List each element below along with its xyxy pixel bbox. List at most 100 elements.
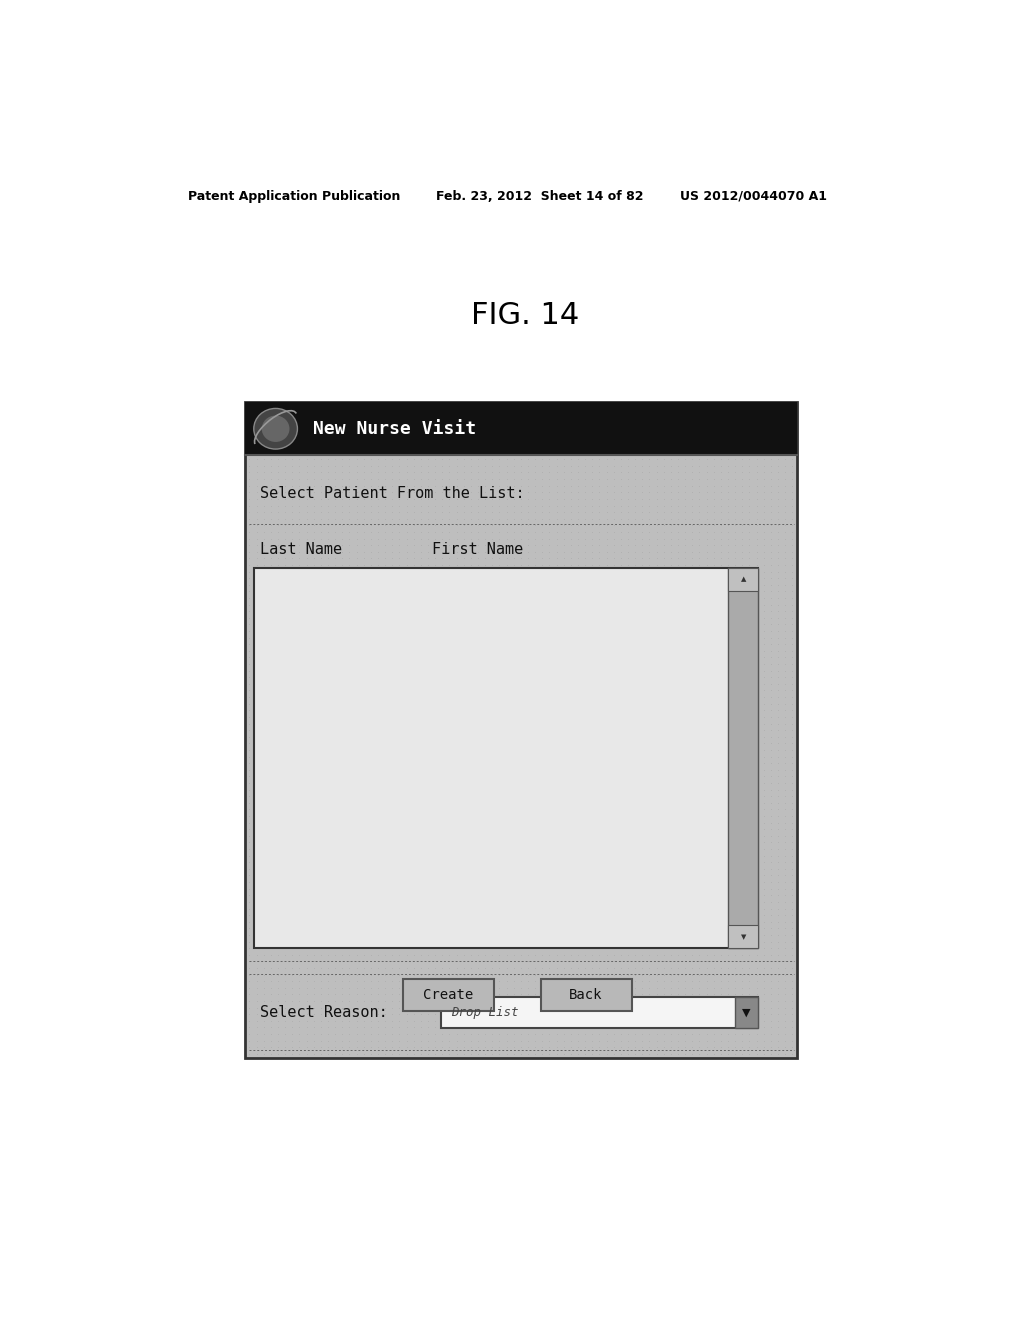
Point: [262, 680, 279, 701]
Point: [492, 495, 508, 516]
Point: [256, 865, 272, 886]
Point: [362, 680, 379, 701]
Point: [706, 561, 722, 582]
Point: [406, 515, 422, 536]
Point: [520, 884, 537, 906]
Point: [284, 752, 300, 774]
Point: [492, 568, 508, 589]
Point: [370, 660, 386, 681]
Point: [492, 931, 508, 952]
Point: [562, 581, 579, 602]
Point: [492, 561, 508, 582]
Point: [262, 548, 279, 569]
Point: [413, 983, 429, 1005]
Point: [777, 475, 794, 496]
Point: [470, 779, 486, 800]
Point: [598, 792, 614, 813]
Point: [562, 970, 579, 991]
Point: [434, 594, 451, 615]
Point: [513, 845, 529, 866]
Point: [598, 766, 614, 787]
Point: [298, 977, 314, 998]
Point: [627, 495, 643, 516]
Point: [598, 884, 614, 906]
Point: [720, 937, 736, 958]
Point: [262, 1016, 279, 1038]
Point: [535, 832, 551, 853]
Point: [549, 931, 565, 952]
Point: [370, 673, 386, 694]
Point: [334, 726, 350, 747]
Point: [348, 845, 365, 866]
Point: [627, 917, 643, 939]
Point: [312, 667, 329, 688]
Point: [555, 884, 571, 906]
Point: [269, 1036, 286, 1057]
Point: [463, 535, 479, 556]
Point: [641, 620, 657, 642]
Point: [591, 469, 607, 490]
Point: [284, 554, 300, 576]
Point: [305, 871, 322, 892]
Point: [598, 851, 614, 873]
Point: [362, 667, 379, 688]
Point: [427, 983, 443, 1005]
Point: [242, 766, 258, 787]
Point: [499, 680, 515, 701]
Point: [406, 535, 422, 556]
Point: [327, 944, 343, 965]
Point: [605, 904, 622, 925]
Point: [499, 568, 515, 589]
Point: [677, 488, 693, 510]
Point: [542, 983, 558, 1005]
Point: [627, 911, 643, 932]
Point: [727, 957, 743, 978]
Point: [655, 686, 672, 708]
Point: [756, 799, 772, 820]
Point: [434, 548, 451, 569]
Point: [355, 1016, 372, 1038]
Point: [555, 673, 571, 694]
Point: [577, 746, 593, 767]
Point: [370, 977, 386, 998]
Point: [741, 495, 758, 516]
Point: [627, 964, 643, 985]
Point: [477, 851, 494, 873]
Point: [391, 1043, 408, 1064]
Point: [784, 917, 801, 939]
Point: [634, 1043, 650, 1064]
Point: [520, 990, 537, 1011]
Point: [269, 752, 286, 774]
Point: [355, 680, 372, 701]
Point: [377, 554, 393, 576]
Point: [648, 667, 665, 688]
Point: [591, 574, 607, 595]
Point: [720, 1003, 736, 1024]
Point: [406, 772, 422, 793]
Point: [591, 931, 607, 952]
Point: [513, 825, 529, 846]
Point: [691, 482, 708, 503]
Point: [677, 818, 693, 840]
Point: [520, 568, 537, 589]
Point: [670, 838, 686, 859]
Point: [677, 904, 693, 925]
Point: [713, 772, 729, 793]
Point: [463, 917, 479, 939]
Point: [542, 640, 558, 661]
Point: [706, 884, 722, 906]
Point: [434, 706, 451, 727]
Point: [249, 469, 265, 490]
Point: [698, 607, 715, 628]
Point: [249, 667, 265, 688]
Point: [562, 884, 579, 906]
Point: [734, 535, 751, 556]
Point: [334, 700, 350, 721]
Point: [348, 1023, 365, 1044]
Point: [362, 614, 379, 635]
Point: [434, 898, 451, 919]
Point: [777, 482, 794, 503]
Point: [370, 587, 386, 609]
Point: [319, 495, 336, 516]
Point: [706, 587, 722, 609]
